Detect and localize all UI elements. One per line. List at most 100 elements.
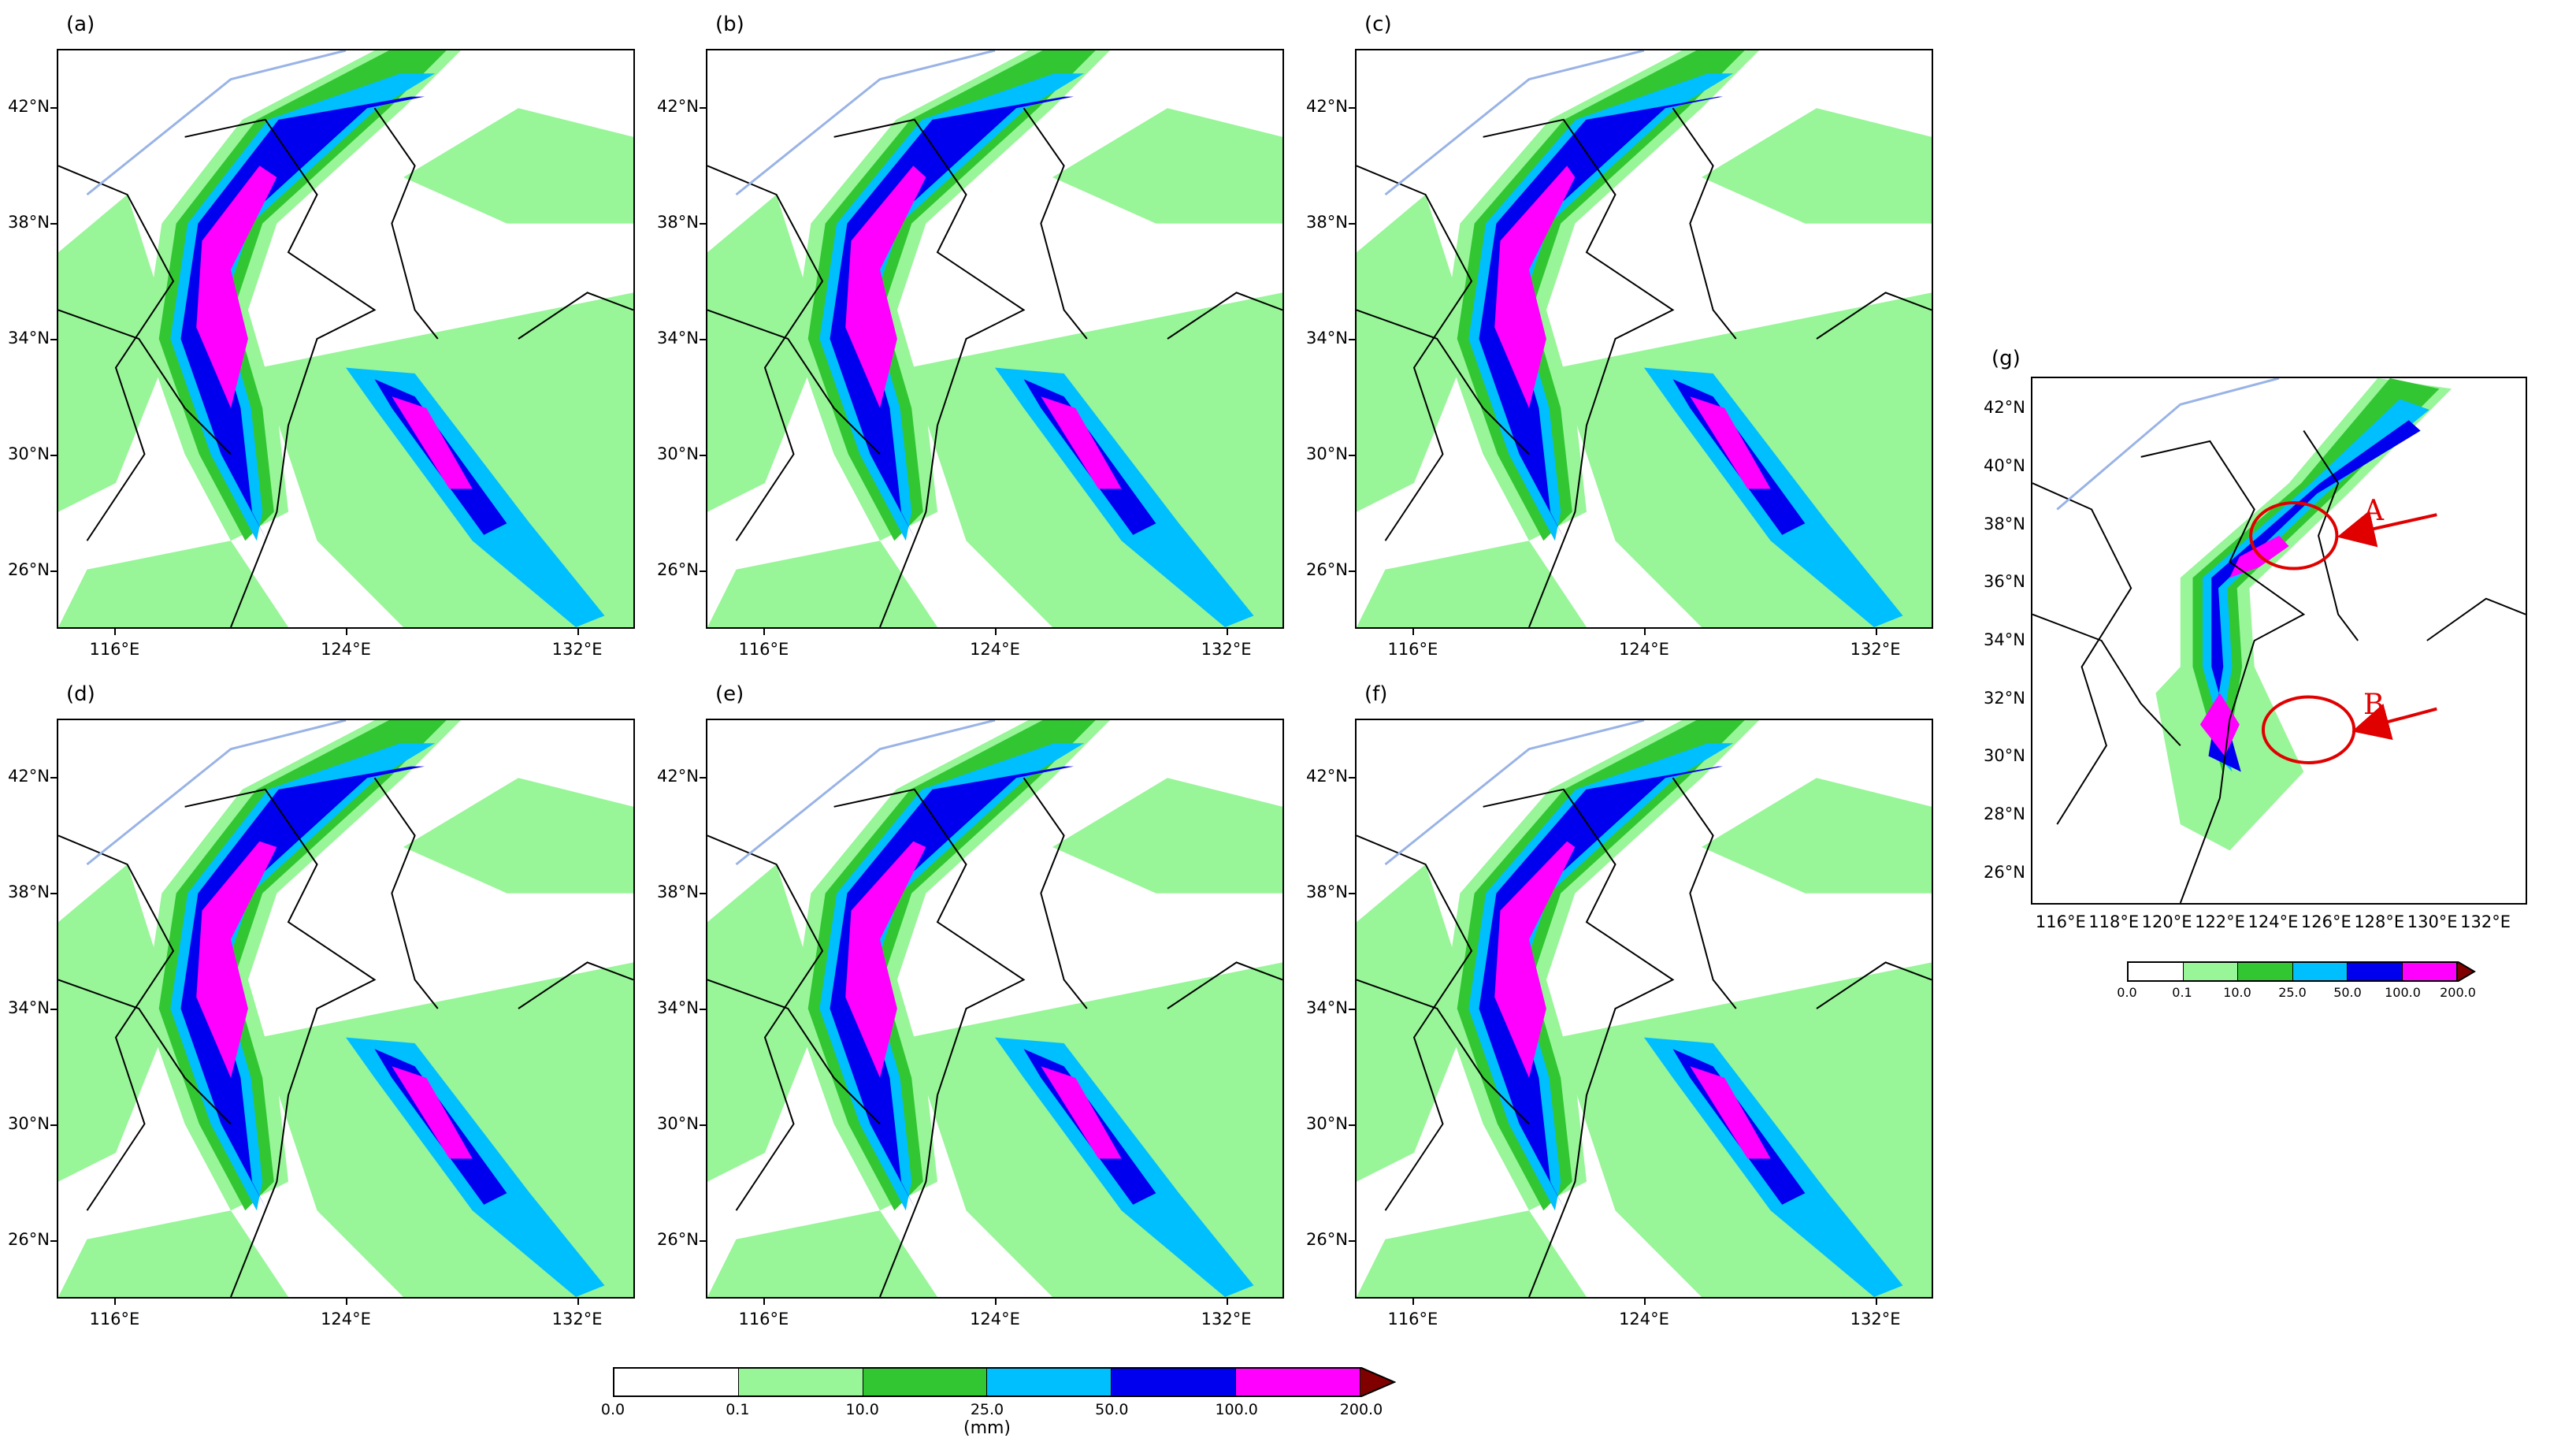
lat-tick — [1349, 1124, 1355, 1127]
river — [86, 720, 347, 866]
lat-tick — [50, 1124, 57, 1127]
korea-coast — [1672, 777, 1737, 1009]
lon-tick-label: 116°E — [738, 1310, 789, 1329]
lat-tick-label: 42°N — [657, 766, 699, 786]
lon-tick-label: 116°E — [738, 640, 789, 659]
rain-core-extreme — [196, 165, 277, 408]
lon-tick-label: 124°E — [2248, 912, 2299, 931]
lat-tick — [700, 222, 706, 225]
korea-coast — [373, 777, 439, 1009]
lat-tick — [700, 106, 706, 109]
lat-tick — [1349, 1240, 1355, 1243]
province-boundary-2 — [2032, 613, 2181, 746]
precip-map — [706, 719, 1284, 1299]
light-rain-south — [1357, 1210, 1587, 1297]
lat-tick-label: 42°N — [1306, 96, 1348, 116]
panel-g-label: (g) — [1991, 347, 2021, 370]
lon-tick — [114, 1299, 117, 1305]
lon-tick-label: 132°E — [1850, 640, 1901, 659]
lat-tick-label: 38°N — [8, 882, 50, 901]
korea-coast — [1672, 107, 1737, 340]
lon-tick — [1226, 629, 1228, 635]
province-boundary — [1357, 165, 1473, 541]
coastline — [1483, 788, 1675, 1297]
province-boundary-2 — [707, 979, 881, 1125]
lat-tick-label: 30°N — [8, 1114, 50, 1134]
panel-label: (e) — [715, 682, 744, 706]
korea-coast — [2303, 430, 2359, 641]
colorbar-segment — [986, 1369, 1112, 1395]
colorbar-tick-label: 100.0 — [2385, 985, 2421, 1000]
lon-tick-label: 124°E — [970, 1310, 1020, 1329]
lat-tick — [1349, 106, 1355, 109]
secondary-band-extreme — [392, 1066, 473, 1159]
lat-tick-label: 26°N — [1306, 1230, 1348, 1250]
lat-tick-label: 32°N — [1984, 688, 2025, 708]
lat-tick-label: 34°N — [1984, 630, 2025, 649]
lat-tick-label: 38°N — [657, 882, 699, 901]
light-rain-south — [58, 1210, 288, 1297]
lon-tick-label: 132°E — [1201, 1310, 1252, 1329]
colorbar-tick-label: 0.1 — [726, 1401, 750, 1418]
japan-coast — [1816, 961, 1932, 1009]
lat-tick-label: 40°N — [1984, 455, 2025, 475]
lat-tick — [1349, 570, 1355, 573]
colorbar-tick-label: 0.0 — [600, 1401, 625, 1418]
rain-core-extreme — [1494, 165, 1576, 408]
arrow-b — [2351, 703, 2437, 741]
ellipse-a — [2249, 501, 2339, 570]
lon-tick-label: 116°E — [2035, 912, 2086, 931]
colorbar-tick-label: 200.0 — [1339, 1401, 1383, 1418]
province-boundary-2 — [58, 309, 232, 455]
lon-tick-label: 124°E — [1619, 640, 1669, 659]
lat-tick — [700, 339, 706, 340]
coastline — [2140, 440, 2306, 903]
light-rain-south — [1357, 541, 1587, 627]
secondary-band-extreme — [1041, 396, 1122, 489]
lon-tick-label: 132°E — [2460, 912, 2511, 931]
colorbar-tick-label: 25.0 — [970, 1401, 1004, 1418]
colorbar-tick-label: 10.0 — [2223, 985, 2251, 1000]
colorbar-segment — [2129, 963, 2183, 980]
lat-tick-label: 38°N — [1984, 514, 2025, 533]
lon-tick — [763, 1299, 766, 1305]
lon-tick — [1412, 629, 1415, 635]
lon-tick — [1875, 1299, 1877, 1305]
lat-tick-label: 38°N — [1306, 882, 1348, 901]
lat-tick-label: 34°N — [1306, 998, 1348, 1017]
colorbar-segment — [614, 1369, 738, 1395]
korea-coast — [373, 107, 439, 340]
secondary-band-extreme — [392, 396, 473, 489]
lat-tick-label: 42°N — [1984, 398, 2025, 418]
province-boundary — [707, 834, 824, 1211]
lat-tick — [700, 1009, 706, 1010]
lon-tick-label: 116°E — [1387, 1310, 1438, 1329]
lon-tick-label: 116°E — [89, 1310, 140, 1329]
lat-tick-label: 38°N — [8, 212, 50, 232]
coastline — [184, 118, 377, 627]
rain-core-extreme — [1494, 841, 1576, 1078]
panel-g-map — [2031, 377, 2527, 905]
lat-tick — [700, 455, 706, 457]
lon-tick — [1412, 1299, 1415, 1305]
lat-tick-label: 36°N — [1984, 572, 2025, 592]
lat-tick — [1349, 222, 1355, 225]
lon-tick-label: 118°E — [2088, 912, 2140, 931]
lat-tick — [700, 1124, 706, 1127]
coastline — [833, 788, 1026, 1297]
province-boundary — [1357, 834, 1473, 1211]
light-rain-west — [58, 864, 173, 1182]
lat-tick — [1349, 776, 1355, 779]
colorbar-segment — [1235, 1369, 1360, 1395]
lat-tick-label: 26°N — [657, 1230, 699, 1250]
lat-tick-label: 30°N — [1306, 444, 1348, 464]
annotation-b: B — [2363, 689, 2385, 721]
province-boundary — [2032, 482, 2132, 825]
rain-core-extreme-b — [2199, 693, 2240, 756]
lon-tick — [577, 629, 579, 635]
lat-tick-label: 26°N — [8, 560, 50, 580]
lon-tick-label: 132°E — [1850, 1310, 1901, 1329]
japan-coast — [1167, 961, 1282, 1009]
colorbar-tick-label: 25.0 — [2278, 985, 2307, 1000]
light-rain-northeast — [403, 108, 633, 224]
